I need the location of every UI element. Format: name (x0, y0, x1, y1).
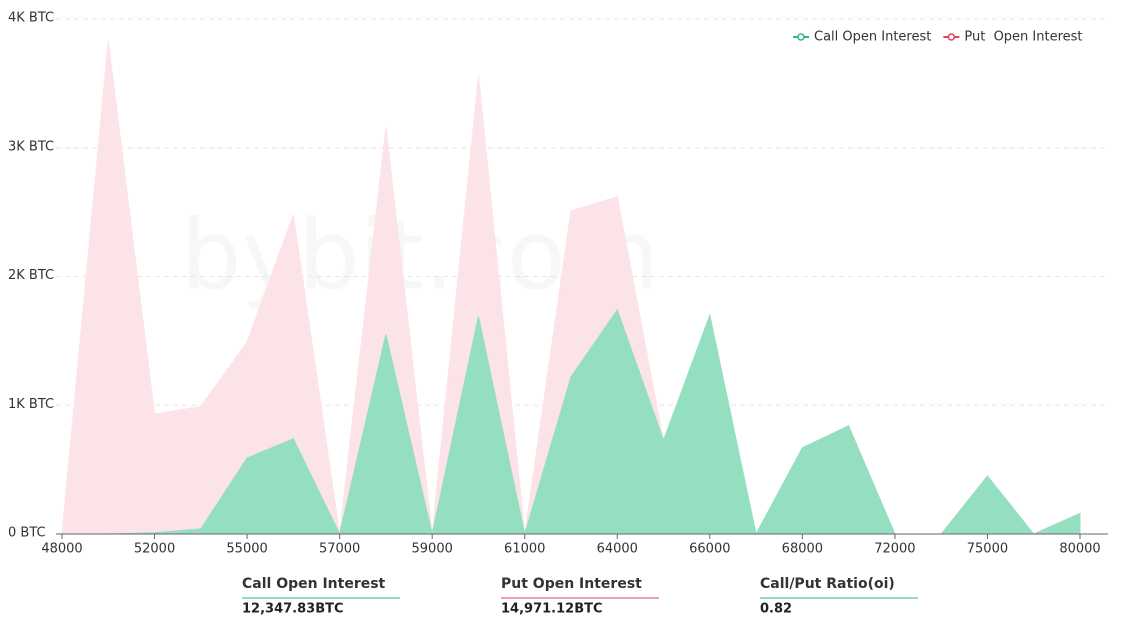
y-tick-label: 1K BTC (8, 397, 54, 412)
summary-label: Call Open Interest (242, 576, 386, 592)
y-tick-label: 2K BTC (8, 268, 54, 283)
x-tick-label: 80000 (1059, 542, 1100, 557)
legend-label: Call Open Interest (814, 30, 931, 45)
x-tick-label: 68000 (782, 542, 823, 557)
legend-label: Put Open Interest (964, 30, 1082, 45)
legend-dot (947, 33, 956, 41)
y-tick-label: 4K BTC (8, 11, 54, 26)
summary-label: Call/Put Ratio(oi) (760, 576, 895, 592)
x-tick-label: 61000 (504, 542, 545, 557)
summary-value: 12,347.83BTC (242, 602, 344, 617)
area (62, 308, 1081, 536)
x-tick-label: 52000 (134, 542, 175, 557)
summary-label: Put Open Interest (501, 576, 642, 592)
x-tick-label: 48000 (41, 542, 82, 557)
legend-dot (797, 33, 805, 41)
y-tick-label: 0 BTC (8, 526, 46, 541)
x-tick-label: 55000 (226, 542, 267, 557)
x-tick-label: 64000 (597, 542, 638, 557)
x-tick-label: 72000 (874, 542, 915, 557)
x-tick-label: 59000 (412, 542, 453, 557)
summary-value: 0.82 (760, 602, 792, 617)
y-tick-label: 3K BTC (8, 139, 54, 154)
x-tick-label: 75000 (967, 542, 1008, 557)
x-tick-label: 57000 (319, 542, 360, 557)
summary-value: 14,971.12BTC (501, 602, 603, 617)
x-tick-label: 66000 (689, 542, 730, 557)
